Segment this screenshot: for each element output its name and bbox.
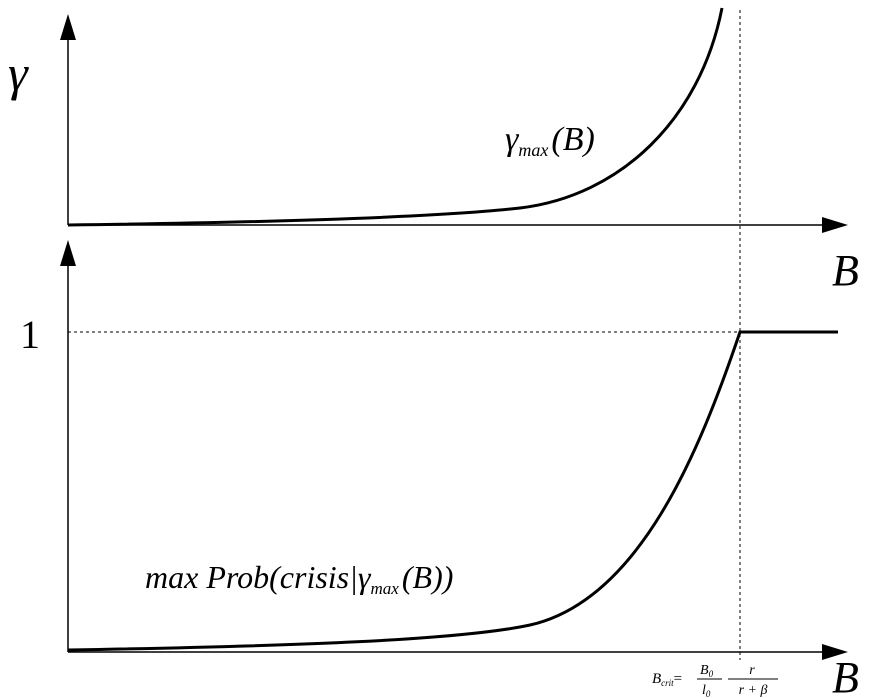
curve bbox=[67, 330, 838, 652]
suffix: (B)) bbox=[402, 559, 454, 595]
sub: 0 bbox=[706, 689, 711, 698]
argument: (B) bbox=[551, 121, 594, 158]
arrow bbox=[822, 217, 848, 233]
prefix: max Prob(crisis| bbox=[145, 559, 358, 595]
frac-num: r bbox=[749, 663, 755, 678]
y-tick-label: 1 bbox=[20, 312, 40, 357]
symbol: γ bbox=[505, 121, 520, 158]
symbol: γ bbox=[358, 559, 372, 595]
y-axis-label: γ bbox=[8, 45, 29, 101]
num: B bbox=[700, 663, 709, 678]
subscript: max bbox=[371, 579, 400, 598]
frac-den: l0 bbox=[702, 683, 711, 698]
arrow bbox=[822, 644, 848, 660]
den: l bbox=[702, 683, 706, 698]
frac-num: B0 bbox=[700, 663, 714, 679]
lhs: B bbox=[652, 671, 661, 687]
subscript: max bbox=[518, 140, 548, 160]
x-axis-label: B bbox=[832, 653, 859, 698]
equals: = bbox=[674, 671, 682, 687]
curve-label: max Prob(crisis|γmax(B)) bbox=[145, 559, 453, 598]
subscript: crit bbox=[661, 678, 674, 688]
x-axis-label: B bbox=[832, 246, 859, 295]
lhs: Bcrit= bbox=[652, 671, 682, 688]
arrow bbox=[60, 240, 76, 266]
curve bbox=[67, 7, 724, 227]
arrow bbox=[60, 14, 76, 40]
frac-den: r + β bbox=[739, 683, 768, 698]
curve-label: γmax(B) bbox=[505, 121, 595, 160]
x-marker-label: Bcrit= B0 l0 r r + β bbox=[652, 663, 778, 698]
sub: 0 bbox=[709, 669, 714, 679]
